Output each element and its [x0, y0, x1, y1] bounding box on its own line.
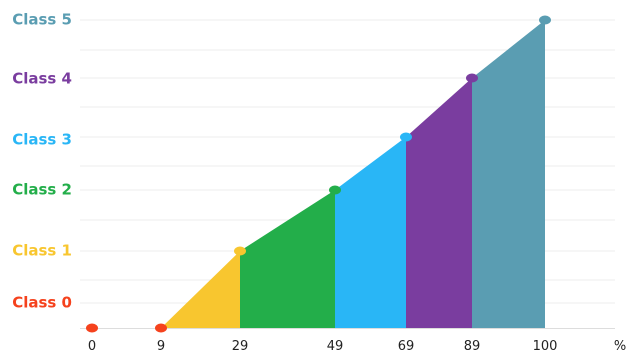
y-label-class-4: Class 4 [12, 70, 72, 88]
data-point-6 [539, 15, 551, 25]
y-label-class-3: Class 3 [12, 131, 72, 149]
x-tick-label: 100 [533, 339, 558, 354]
y-label-class-1: Class 1 [12, 242, 72, 260]
y-axis-labels: Class 0 Class 1 Class 2 Class 3 Class 4 Class… [12, 11, 72, 312]
data-point-1 [155, 323, 167, 333]
y-label-class-2: Class 2 [12, 181, 72, 199]
x-axis-labels: 0 9 29 49 69 89 100 [88, 339, 558, 354]
data-point-2 [234, 246, 246, 256]
area-segment-4 [406, 78, 472, 328]
area-segment-2 [240, 190, 335, 328]
area-segments [161, 20, 545, 328]
area-segment-1 [161, 251, 240, 328]
area-segment-3 [335, 137, 406, 328]
data-point-0 [86, 323, 98, 333]
data-point-4 [400, 132, 412, 142]
x-tick-label: 9 [157, 339, 165, 354]
x-tick-label: 0 [88, 339, 96, 354]
x-tick-label: 49 [327, 339, 344, 354]
data-point-5 [466, 73, 478, 83]
y-label-class-5: Class 5 [12, 11, 72, 29]
x-tick-label: 89 [464, 339, 481, 354]
x-tick-label: 69 [398, 339, 415, 354]
data-point-3 [329, 185, 341, 195]
area-segment-5 [472, 20, 545, 328]
y-label-class-0: Class 0 [12, 294, 72, 312]
data-points [86, 15, 551, 333]
x-tick-label: 29 [232, 339, 249, 354]
x-unit-label: % [614, 339, 626, 354]
